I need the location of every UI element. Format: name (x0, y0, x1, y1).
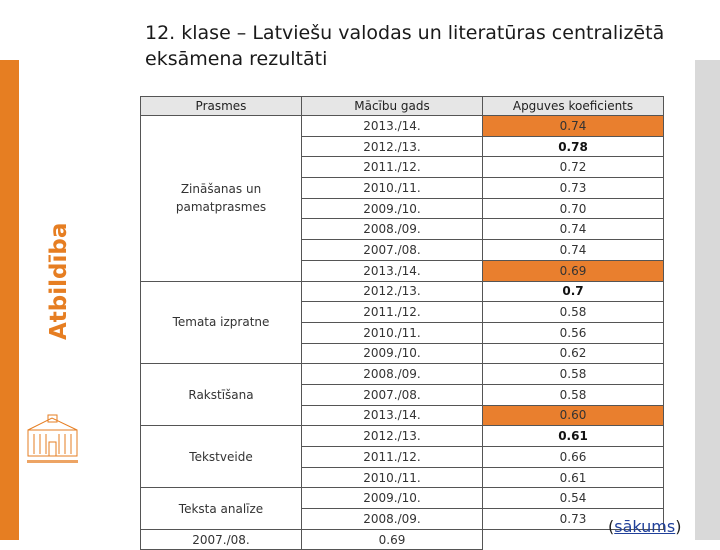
coefficient-cell: 0.61 (482, 466, 664, 489)
year-cell: 2009./10. (301, 197, 483, 220)
table-row: 2008./09. 0.74 (141, 218, 664, 241)
table-row: Temata izpratne 2012./13. 0.7 (140, 280, 664, 365)
skill-cell: Teksta analīze (140, 487, 302, 530)
skill-cell: Zināšanas un pamatprasmes (140, 115, 302, 282)
coefficient-cell: 0.58 (482, 363, 664, 385)
table-row: 2007./08. 0.74 (141, 239, 664, 261)
table-row: 2010./11. 0.73 (141, 177, 664, 199)
back-link-open: ( (608, 517, 615, 536)
coefficient-cell: 0.60 (482, 404, 664, 427)
table-row: 2007./08. 0.58 (141, 383, 664, 406)
table-row: 2013./14. 0.69 (141, 259, 664, 282)
coefficient-cell: 0.58 (482, 383, 664, 406)
back-link[interactable]: (sākums) (608, 517, 681, 536)
table-row: 2011./12. 0.72 (141, 156, 664, 179)
skill-cell: Rakstīšana (140, 363, 302, 427)
side-label: Atbildība (46, 222, 72, 340)
coefficient-cell: 0.69 (482, 259, 664, 282)
year-cell: 2008./09. (301, 508, 483, 530)
table-row: 2010./11. 0.56 (141, 321, 664, 344)
table-row: 2009./10. 0.70 (141, 197, 664, 220)
year-cell: 2011./12. (301, 156, 483, 179)
year-cell: 2013./14. (301, 404, 483, 427)
year-cell: 2010./11. (301, 321, 483, 344)
year-cell: 2012./13. (301, 280, 483, 303)
coefficient-cell: 0.61 (482, 425, 664, 447)
coefficient-cell: 0.66 (482, 446, 664, 468)
header-skills: Prasmes (140, 96, 302, 116)
year-cell: 2010./11. (301, 177, 483, 199)
year-cell: 2013./14. (301, 259, 483, 282)
coefficient-cell: 0.74 (482, 218, 664, 241)
skill-label: Zināšanas un pamatprasmes (175, 182, 267, 215)
school-building-logo (27, 414, 78, 463)
header-coefficient: Apguves koeficients (482, 96, 664, 116)
skill-label: Tekstveide (189, 449, 253, 464)
coefficient-cell: 0.54 (482, 487, 664, 510)
year-cell: 2012./13. (301, 135, 483, 158)
year-cell: 2011./12. (301, 446, 483, 468)
year-cell: 2010./11. (301, 466, 483, 489)
skill-label: Teksta analīze (178, 501, 264, 516)
coefficient-cell: 0.56 (482, 321, 664, 344)
back-link-close: ) (675, 517, 682, 536)
coefficient-cell: 0.62 (482, 342, 664, 365)
table-row: Rakstīšana 2008./09. 0.58 (140, 363, 664, 427)
coefficient-cell: 0.74 (482, 115, 664, 137)
table-row: 2011./12. 0.66 (141, 446, 664, 468)
year-cell: 2008./09. (301, 363, 483, 385)
back-link-label[interactable]: sākums (614, 517, 676, 536)
skill-label: Temata izpratne (172, 315, 270, 330)
coefficient-cell: 0.72 (482, 156, 664, 179)
coefficient-cell: 0.70 (482, 197, 664, 220)
coefficient-cell: 0.78 (482, 135, 664, 158)
table-row: 2013./14. 0.60 (141, 404, 664, 427)
year-cell: 2007./08. (301, 383, 483, 406)
table-row: 2012./13. 0.78 (141, 135, 664, 158)
year-cell: 2009./10. (301, 487, 483, 510)
right-decorative-bar (695, 60, 720, 540)
year-cell: 2013./14. (301, 115, 483, 137)
year-cell: 2011./12. (301, 301, 483, 323)
skill-label: Rakstīšana (188, 387, 254, 402)
table-body: Zināšanas un pamatprasmes 2013./14. 0.74 20… (140, 115, 664, 550)
table-header-row: Prasmes Mācību gads Apguves koeficients (140, 96, 664, 116)
table-row: Tekstveide 2012./13. 0.61 (140, 425, 664, 489)
year-cell: 2008./09. (301, 218, 483, 241)
header-year: Mācību gads (301, 96, 483, 116)
coefficient-cell: 0.7 (482, 280, 664, 303)
year-cell: 2007./08. (301, 239, 483, 261)
year-cell: 2012./13. (301, 425, 483, 447)
table-row: 2010./11. 0.61 (141, 466, 664, 489)
skill-cell: Temata izpratne (140, 280, 302, 365)
coefficient-cell: 0.58 (482, 301, 664, 323)
table-row: Zināšanas un pamatprasmes 2013./14. 0.74 (140, 115, 664, 282)
year-cell: 2009./10. (301, 342, 483, 365)
slide-title: 12. klase – Latviešu valodas un literatū… (145, 22, 665, 70)
results-table: Prasmes Mācību gads Apguves koeficients … (140, 96, 664, 550)
table-row: Teksta analīze 2009./10. 0.54 (140, 487, 664, 530)
coefficient-cell: 0.74 (482, 239, 664, 261)
skill-cell: Tekstveide (140, 425, 302, 489)
coefficient-cell: 0.73 (482, 177, 664, 199)
coefficient-cell: 0.73 (482, 508, 664, 530)
